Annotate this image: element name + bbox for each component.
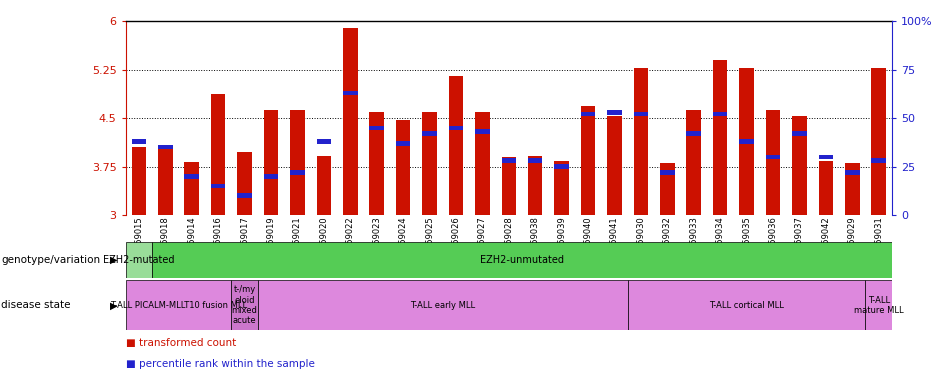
Bar (184, 174, 199, 179)
Bar (290, 110, 304, 215)
Bar (258, 280, 627, 330)
Bar (739, 139, 754, 144)
Bar (126, 280, 232, 330)
Text: EZH2-unmutated: EZH2-unmutated (480, 255, 564, 265)
Bar (792, 116, 806, 215)
Bar (237, 152, 252, 215)
Bar (449, 126, 464, 130)
Bar (871, 68, 886, 215)
Bar (158, 145, 172, 149)
Bar (581, 106, 595, 215)
Bar (158, 146, 172, 215)
Bar (475, 112, 490, 215)
Text: disease state: disease state (1, 300, 71, 310)
Bar (343, 28, 358, 215)
Bar (871, 159, 886, 163)
Text: T-ALL early MLL: T-ALL early MLL (411, 301, 476, 310)
Text: T-ALL PICALM-MLLT10 fusion MLL: T-ALL PICALM-MLLT10 fusion MLL (110, 301, 247, 310)
Bar (818, 155, 833, 159)
Text: ■ transformed count: ■ transformed count (126, 338, 236, 348)
Text: T-ALL cortical MLL: T-ALL cortical MLL (709, 301, 784, 310)
Bar (660, 163, 675, 215)
Bar (634, 68, 648, 215)
Bar (607, 116, 622, 215)
Bar (131, 139, 146, 144)
Bar (131, 147, 146, 215)
Bar (184, 162, 199, 215)
Bar (528, 159, 543, 163)
Bar (317, 139, 331, 144)
Text: T-ALL
mature MLL: T-ALL mature MLL (854, 296, 903, 315)
Bar (211, 94, 225, 215)
Bar (660, 170, 675, 175)
Bar (818, 161, 833, 215)
Bar (475, 129, 490, 134)
Bar (211, 184, 225, 188)
Bar (126, 242, 152, 278)
Bar (370, 112, 384, 215)
Bar (634, 112, 648, 116)
Bar (396, 120, 411, 215)
Bar (765, 155, 780, 159)
Bar (317, 156, 331, 215)
Bar (686, 110, 701, 215)
Bar (370, 126, 384, 130)
Bar (290, 170, 304, 175)
Bar (449, 76, 464, 215)
Bar (845, 163, 859, 215)
Bar (739, 68, 754, 215)
Text: ■ percentile rank within the sample: ■ percentile rank within the sample (126, 359, 315, 369)
Text: t-/my
eloid
mixed
acute: t-/my eloid mixed acute (232, 285, 258, 325)
Bar (554, 164, 569, 169)
Text: ▶: ▶ (110, 300, 117, 310)
Bar (528, 156, 543, 215)
Bar (581, 112, 595, 116)
Bar (237, 194, 252, 198)
Text: EZH2-mutated: EZH2-mutated (103, 255, 175, 265)
Bar (423, 112, 437, 215)
Bar (792, 131, 806, 136)
Text: genotype/variation: genotype/variation (1, 255, 100, 265)
Bar (263, 110, 278, 215)
Text: ▶: ▶ (110, 255, 117, 265)
Bar (232, 280, 258, 330)
Bar (607, 110, 622, 114)
Bar (627, 280, 866, 330)
Bar (502, 157, 516, 215)
Bar (554, 161, 569, 215)
Bar (263, 174, 278, 179)
Bar (866, 280, 892, 330)
Bar (343, 91, 358, 95)
Bar (502, 159, 516, 163)
Bar (686, 131, 701, 136)
Bar (423, 131, 437, 136)
Bar (396, 141, 411, 146)
Bar (713, 112, 727, 116)
Bar (713, 60, 727, 215)
Bar (845, 170, 859, 175)
Bar (765, 110, 780, 215)
